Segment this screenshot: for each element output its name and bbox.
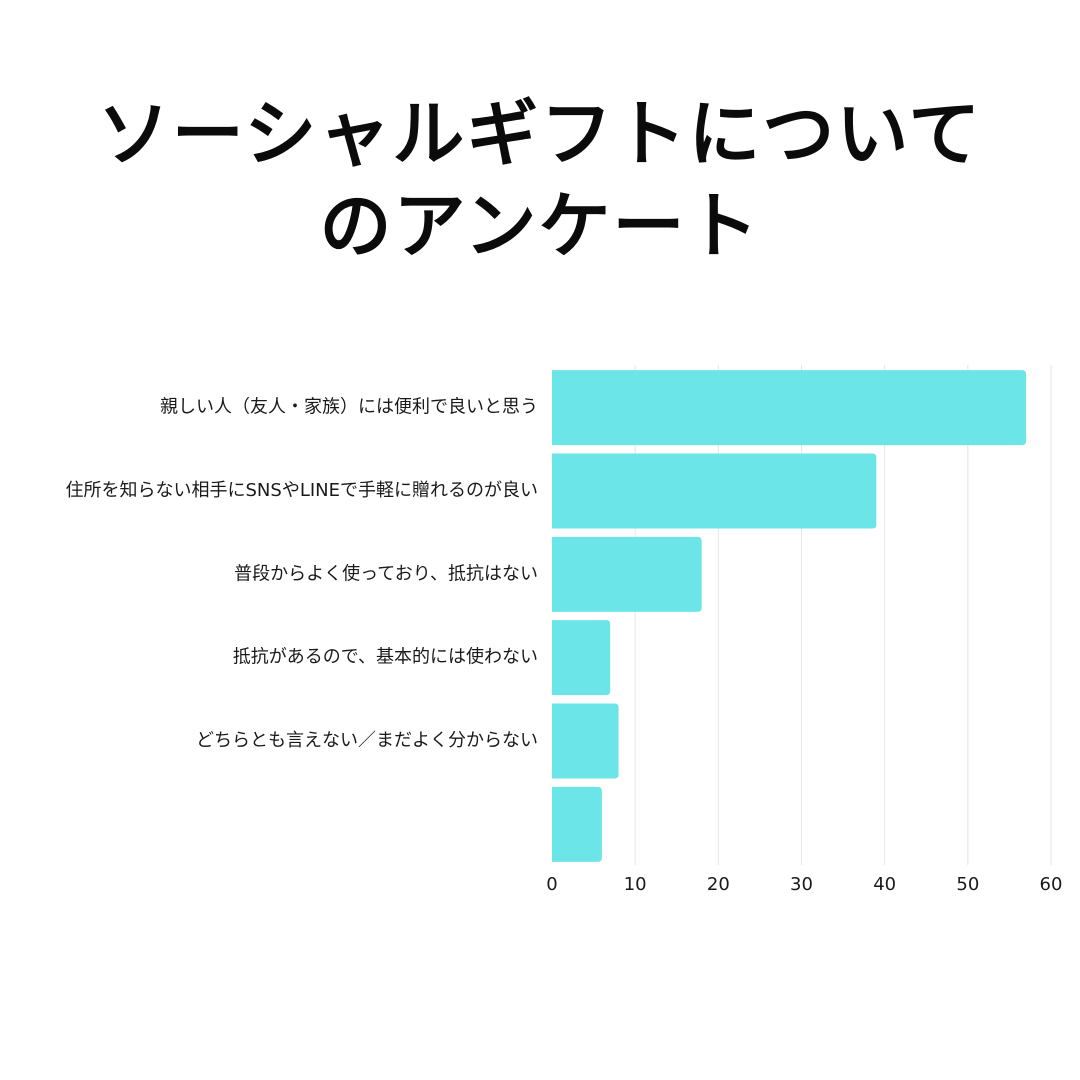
x-tick-label-40: 40 xyxy=(873,874,896,895)
x-tick-label-30: 30 xyxy=(790,874,813,895)
bar-1 xyxy=(552,370,1027,446)
bar-5 xyxy=(552,703,619,779)
bar-3 xyxy=(552,536,702,612)
bar-2 xyxy=(552,453,877,529)
category-label-2: 住所を知らない相手にSNSやLINEで手軽に贈れるのが良い xyxy=(66,480,539,501)
category-label-4: 抵抗があるので、基本的には使わない xyxy=(233,647,538,668)
bar-6 xyxy=(552,786,602,862)
bar-4 xyxy=(552,620,611,696)
category-label-3: 普段からよく使っており、抵抗はない xyxy=(234,563,538,584)
x-tick-label-60: 60 xyxy=(1040,874,1063,895)
x-tick-label-0: 0 xyxy=(546,874,557,895)
category-label-5: どちらとも言えない／まだよく分からない xyxy=(196,730,538,751)
x-tick-label-50: 50 xyxy=(956,874,979,895)
x-tick-label-20: 20 xyxy=(707,874,730,895)
category-label-1: 親しい人（友人・家族）には便利で良いと思う xyxy=(160,397,538,418)
chart-title: ソーシャルギフトについて のアンケート xyxy=(0,88,1080,272)
chart-title-line-2: のアンケート xyxy=(319,184,761,268)
x-tick-label-10: 10 xyxy=(624,874,647,895)
chart-title-line-1: ソーシャルギフトについて xyxy=(97,92,983,176)
